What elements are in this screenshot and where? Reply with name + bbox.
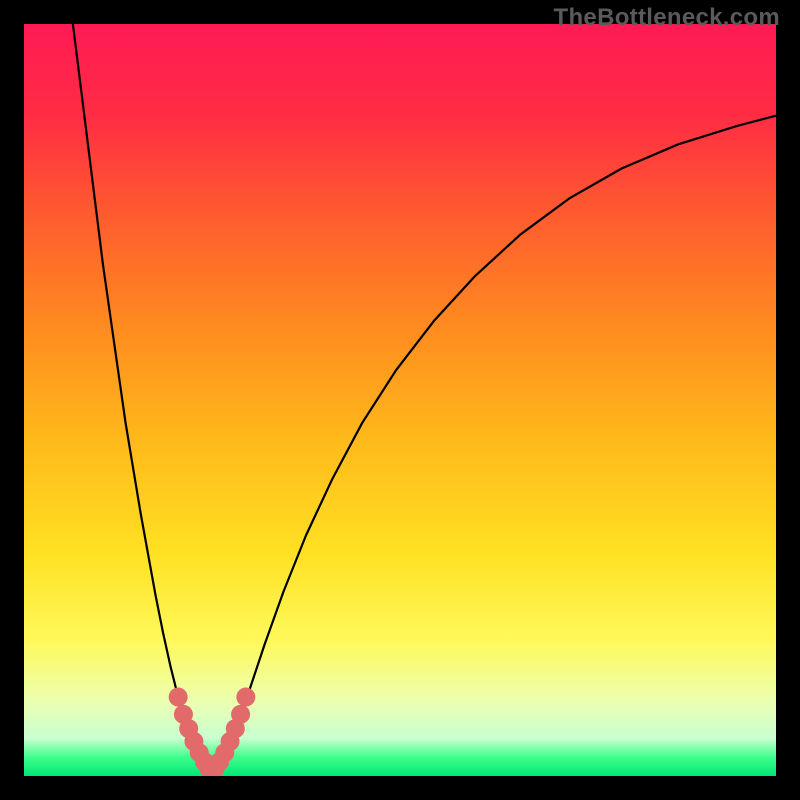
outer-border xyxy=(0,0,800,800)
watermark-text: TheBottleneck.com xyxy=(554,4,780,32)
chart-container: { "canvas": { "width": 800, "height": 80… xyxy=(0,0,800,800)
